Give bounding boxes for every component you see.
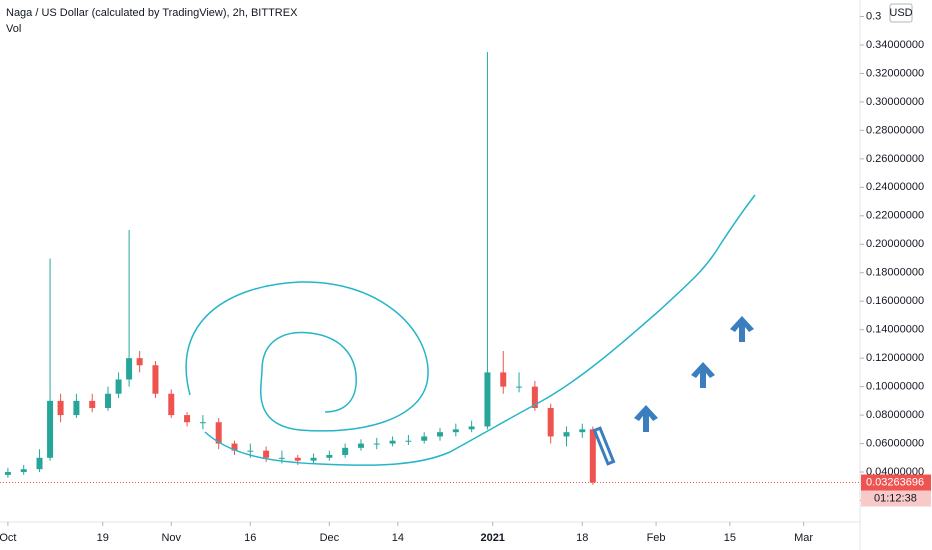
currency-label: USD: [889, 7, 912, 19]
candle-body: [357, 443, 364, 448]
candle-body: [36, 457, 43, 470]
plot-area: [0, 52, 860, 485]
last-price-badge: [861, 474, 931, 491]
candle-body: [484, 372, 491, 427]
candle-body: [452, 429, 459, 433]
candle-body: [47, 400, 54, 458]
candle-body: [500, 372, 507, 387]
x-tick-label: 15: [724, 532, 736, 544]
up-arrow: [730, 316, 754, 342]
x-tick-label: Feb: [647, 532, 666, 544]
candle-body: [57, 400, 64, 416]
x-tick-label: 2021: [480, 532, 504, 544]
candle-body: [20, 469, 27, 473]
candle-body: [373, 443, 380, 445]
y-tick-label: 0.16000000: [866, 295, 924, 307]
candle-body: [89, 400, 96, 408]
y-tick-label: 0.20000000: [866, 238, 924, 250]
candle-body: [294, 457, 301, 461]
candle-body: [579, 429, 586, 433]
y-tick-label: 0.3: [866, 10, 881, 22]
candle-body: [547, 407, 554, 437]
candle-body: [247, 450, 254, 452]
candle-body: [105, 393, 112, 408]
timer-badge: [861, 490, 931, 507]
y-tick-label: 0.12000000: [866, 352, 924, 364]
candle-body: [215, 422, 222, 444]
trend-curve-drawing: [204, 194, 756, 466]
candle-body: [310, 457, 317, 461]
y-tick-label: 0.18000000: [866, 267, 924, 279]
candle-body: [231, 443, 238, 451]
candle-body: [126, 358, 133, 380]
candle-body: [278, 457, 285, 459]
volume-label: Vol: [6, 23, 21, 35]
candle-body: [531, 386, 538, 408]
chart-title: Naga / US Dollar (calculated by TradingV…: [6, 7, 298, 19]
timer-label: 01:12:38: [874, 492, 917, 504]
y-tick-label: 0.34000000: [866, 39, 924, 51]
y-tick-label: 0.10000000: [866, 381, 924, 393]
candle-body: [73, 400, 80, 416]
candle-body: [468, 426, 475, 430]
y-tick-label: 0.30000000: [866, 96, 924, 108]
x-tick-label: Dec: [320, 532, 340, 544]
candle-body: [4, 472, 11, 475]
candle-body: [342, 447, 349, 455]
candle-body: [389, 440, 396, 444]
arrows: [592, 316, 754, 466]
y-tick-label: 0.08000000: [866, 409, 924, 421]
box-drawing: [592, 426, 616, 466]
candle-body: [326, 454, 333, 458]
candle-body: [516, 386, 523, 388]
candle-body: [199, 422, 206, 424]
candle-body: [136, 358, 143, 366]
x-tick-label: 14: [392, 532, 404, 544]
candle-body: [421, 436, 428, 441]
y-tick-label: 0.26000000: [866, 153, 924, 165]
y-tick-label: 0.28000000: [866, 124, 924, 136]
y-tick-label: 0.06000000: [866, 437, 924, 449]
y-tick-label: 0.14000000: [866, 324, 924, 336]
candle-body: [563, 432, 570, 437]
up-arrow: [691, 362, 715, 388]
candle-body: [405, 440, 412, 442]
candle-body: [168, 393, 175, 416]
candle-body: [263, 450, 270, 458]
y-tick-label: 0.22000000: [866, 210, 924, 222]
candle-body: [152, 365, 159, 394]
y-tick-label: 0.32000000: [866, 67, 924, 79]
up-arrow: [634, 405, 658, 432]
last-price-label: 0.03263696: [866, 476, 924, 488]
spiral-drawing: [185, 281, 429, 432]
x-tick-label: 19: [97, 532, 109, 544]
x-tick-label: Nov: [161, 532, 181, 544]
y-tick-label: 0.24000000: [866, 181, 924, 193]
currency-badge[interactable]: [889, 3, 913, 23]
candle-body: [115, 379, 122, 394]
candle-body: [437, 432, 444, 437]
x-tick-label: Mar: [794, 532, 813, 544]
candle-body: [184, 415, 191, 423]
x-tick-label: 18: [576, 532, 588, 544]
x-tick-label: Oct: [0, 532, 16, 544]
drawings: [185, 194, 756, 466]
x-tick-label: 16: [244, 532, 256, 544]
candle-body: [589, 429, 596, 483]
